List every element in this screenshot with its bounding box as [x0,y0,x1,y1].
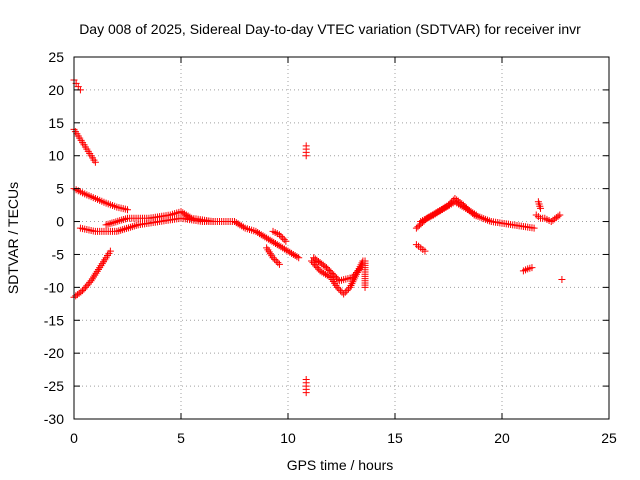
y-tick-label: -30 [44,411,64,427]
y-tick-label: 25 [48,49,64,65]
chart-title: Day 008 of 2025, Sidereal Day-to-day VTE… [79,21,581,37]
y-tick-label: 5 [56,181,64,197]
y-tick-label: -20 [44,345,64,361]
x-tick-label: 25 [601,430,617,446]
series-arc-high [70,76,84,94]
x-axis-label: GPS time / hours [287,457,394,473]
marker-plus [412,241,429,255]
x-tick-label: 15 [387,430,403,446]
series-dip-9h [263,244,283,268]
grid [74,57,609,419]
series-afternoon-rise-b [417,198,480,226]
x-tick-label: 20 [494,430,510,446]
series-late-point [558,275,566,283]
marker-plus [70,76,84,94]
series-arc-descending-2 [70,185,131,214]
marker-plus [269,227,290,245]
y-tick-label: -10 [44,279,64,295]
series-late-low [519,264,536,275]
marker-plus [70,247,114,301]
marker-plus [302,376,310,397]
series-dip-9h-b [269,227,290,245]
marker-plus [417,198,480,226]
y-tick-label: 20 [48,82,64,98]
y-tick-label: 15 [48,115,64,131]
series-vertical-high [302,142,310,160]
series-trough-11-13h-b [310,254,365,285]
y-tick-label: -25 [44,378,64,394]
marker-plus [102,208,217,229]
series-arc-descending-1 [70,125,99,166]
y-tick-label: 0 [56,214,64,230]
data-points [70,76,566,397]
series-late-band [532,211,564,226]
series-late-spike [534,198,545,212]
series-vertical-low [302,376,310,397]
marker-plus [70,185,131,214]
marker-plus [310,254,365,285]
x-tick-label: 10 [280,430,296,446]
marker-plus [70,125,99,166]
marker-plus [361,257,369,291]
series-late-trough [361,257,369,291]
y-axis-label: SDTVAR / TECUs [5,182,21,294]
plot-frame [73,56,610,420]
x-tick-labels: 0 5 10 15 20 25 [70,57,617,446]
y-tick-label: -5 [52,246,65,262]
series-main-band-upper [102,208,217,229]
series-afternoon-low [412,241,429,255]
marker-plus [558,275,566,283]
marker-plus [534,198,545,212]
series-arc-rising [70,247,114,301]
x-tick-label: 5 [177,430,185,446]
y-tick-labels: -30 -25 -20 -15 -10 -5 0 5 10 15 20 25 [44,49,609,427]
marker-plus [263,244,283,268]
marker-plus [519,264,536,275]
x-tick-label: 0 [70,430,78,446]
y-tick-label: 10 [48,148,64,164]
marker-plus [532,211,564,226]
marker-plus [302,142,310,160]
y-tick-label: -15 [44,312,64,328]
